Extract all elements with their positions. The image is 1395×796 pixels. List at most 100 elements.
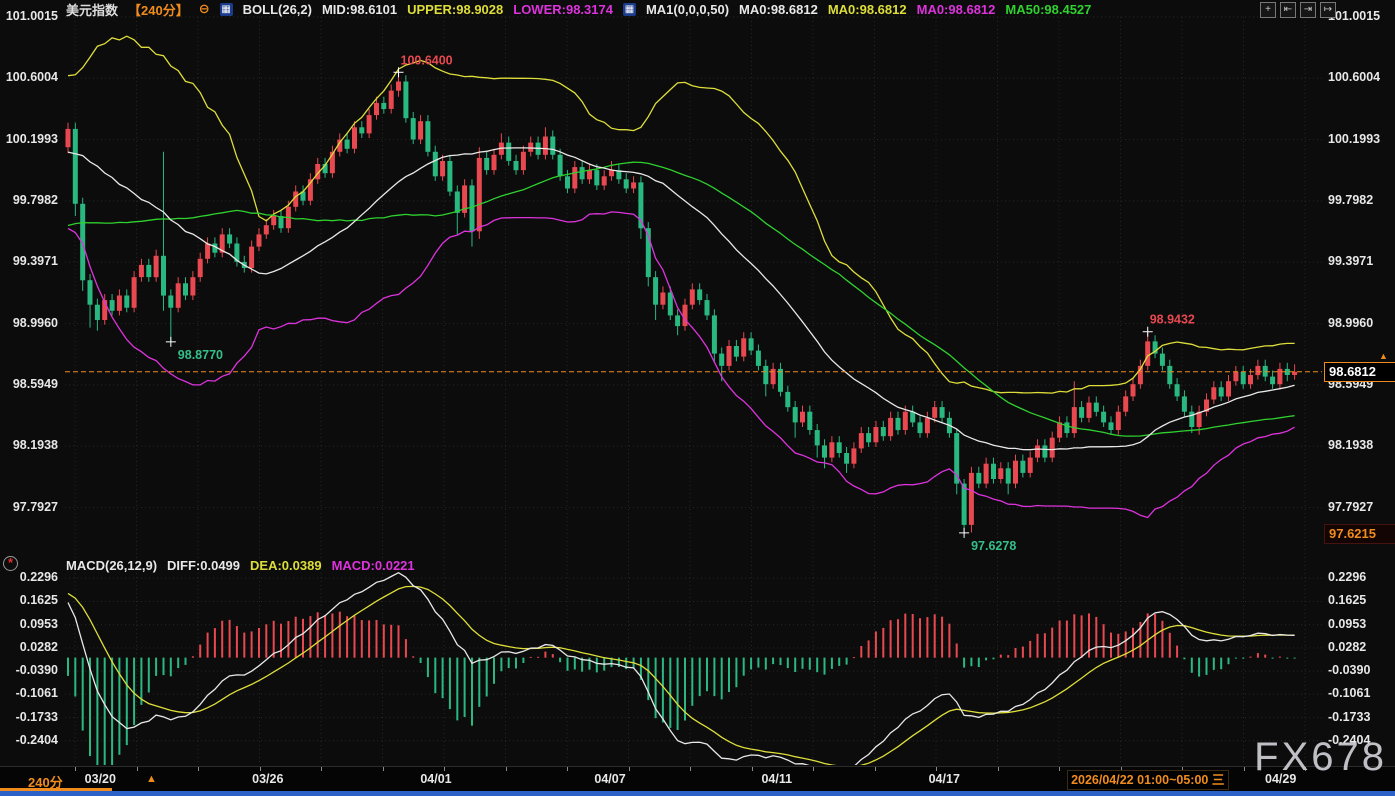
price-axis-label: 99.3971 [1328, 254, 1374, 269]
date-label: 03/20 [84, 772, 116, 786]
selected-candle-date-box: 2026/04/22 01:00~05:00 三 [1066, 770, 1229, 790]
macd-diff-value: DIFF:0.0499 [167, 557, 241, 573]
price-axis-label: 99.3971 [12, 254, 58, 269]
boll-label: BOLL(26,2) [242, 1, 312, 17]
ma-indicator-icon[interactable]: ▦ [622, 2, 636, 16]
date-label: 04/29 [1265, 772, 1297, 786]
price-axis-label: 99.7982 [1328, 192, 1374, 207]
pan-right-icon[interactable]: ↦ [1320, 2, 1336, 18]
macd-axis-label: 0.1625 [1328, 593, 1367, 608]
price-axis-label: 100.6004 [5, 70, 58, 85]
macd-pane [67, 571, 1296, 765]
macd-axis-label: -0.2404 [15, 732, 58, 747]
move-tool-icon[interactable]: + [1260, 2, 1276, 18]
date-axis-tick [813, 767, 814, 771]
macd-axis-label: -0.1061 [15, 686, 58, 701]
date-axis-tick [628, 767, 630, 771]
date-label: 04/07 [594, 772, 626, 786]
price-axis-label: 100.6004 [1328, 70, 1381, 85]
date-axis-tick [75, 767, 76, 771]
diff-line [67, 571, 1295, 765]
date-label: 04/11 [761, 772, 793, 786]
horizontal-scrollbar[interactable] [0, 791, 1395, 796]
macd-axis-label: 0.2296 [1328, 570, 1367, 585]
date-axis-tick [1243, 767, 1245, 771]
price-axis-label: 97.7927 [12, 499, 58, 514]
macd-pane-icon[interactable]: * [3, 556, 18, 571]
ma0-value-magenta: MA0:98.6812 [916, 1, 996, 17]
collapse-icon[interactable]: ⊖ [198, 1, 210, 16]
date-axis-tick [751, 767, 753, 771]
interval-tab[interactable]: 240分 [28, 775, 63, 790]
current-price-box: 98.6812 [1324, 361, 1395, 382]
interval-dropdown-icon[interactable]: ▲ [146, 773, 157, 785]
price-axis-label: 98.9960 [1328, 315, 1374, 330]
watermark: FX678 [1254, 735, 1387, 779]
price-annotation: 97.6278 [971, 539, 1016, 553]
macd-axis-label: -0.2404 [1328, 732, 1371, 747]
date-axis-tick [874, 767, 876, 771]
macd-axis-label: 0.0953 [1328, 616, 1367, 631]
price-annotations: 100.6400 98.8770 98.9432 97.6278 [165, 53, 1195, 553]
date-axis-tick [690, 767, 691, 771]
price-axis-label: 101.0015 [1328, 9, 1381, 23]
compress-right-icon[interactable]: ⇥ [1300, 2, 1316, 18]
boll-lower-line [67, 211, 1295, 519]
price-axis-label: 97.7927 [1328, 499, 1374, 514]
date-axis-tick [997, 767, 999, 771]
price-annotation: 100.6400 [401, 53, 453, 67]
date-label: 04/17 [928, 772, 960, 786]
date-axis-tick [505, 767, 507, 771]
macd-dea-value: DEA:0.0389 [250, 557, 322, 573]
grid [65, 16, 1322, 764]
macd-label: MACD(26,12,9) [66, 557, 158, 573]
macd-axis-label: 0.1625 [19, 593, 58, 608]
boll-lower-value: LOWER:98.3174 [513, 1, 613, 17]
boll-upper-line [67, 35, 1295, 394]
ma50-value: MA50:98.4527 [1005, 1, 1092, 17]
macd-axis-label: -0.1061 [1328, 686, 1371, 701]
macd-axis-label: -0.1733 [15, 709, 58, 724]
symbol-title: 美元指数 [66, 2, 119, 18]
date-axis-tick [1182, 767, 1183, 771]
date-axis[interactable]: 240分 ▲ 2026/04/22 01:00~05:00 三 03/20 03/… [0, 766, 1395, 792]
ma0-value-white: MA0:98.6812 [739, 1, 818, 17]
date-axis-tick [444, 767, 445, 771]
price-axis-label: 98.9960 [12, 315, 58, 330]
macd-axis-label: 0.2296 [19, 570, 58, 585]
date-axis-tick [1305, 767, 1306, 771]
price-axis-label: 101.0015 [5, 9, 58, 23]
macd-header: MACD(26,12,9) DIFF:0.0499 DEA:0.0389 MAC… [66, 557, 415, 573]
date-axis-tick [382, 767, 384, 771]
price-axis-label: 98.5949 [12, 376, 58, 391]
boll-upper-value: UPPER:98.9028 [407, 1, 504, 17]
main-pane [65, 35, 1298, 533]
macd-axis-label: -0.0390 [1328, 663, 1371, 678]
date-label: 03/26 [252, 772, 284, 786]
price-up-arrow-icon: ▲ [1379, 350, 1388, 361]
date-axis-tick [936, 767, 937, 771]
macd-axis-label: 0.0953 [19, 616, 58, 631]
price-axis-label: 100.1993 [5, 131, 58, 146]
indicator-header: 美元指数 【240分】 ⊖ ▦ BOLL(26,2) MID:98.6101 U… [66, 1, 1092, 18]
date-axis-tick [1120, 767, 1122, 771]
boll-mid-value: MID:98.6101 [321, 1, 398, 17]
price-axis-label: 100.1993 [1328, 131, 1381, 146]
chart-toolbar: + ⇤ ⇥ ↦ [1260, 2, 1336, 18]
date-axis-tick [321, 767, 322, 771]
macd-axis-label: -0.0390 [15, 663, 58, 678]
ma50-line [67, 161, 1295, 437]
macd-axis-label: -0.1733 [1328, 709, 1371, 724]
macd-axis-label: 0.0282 [1328, 639, 1367, 654]
timeframe-label: 【240分】 [128, 2, 189, 18]
compress-left-icon[interactable]: ⇤ [1280, 2, 1296, 18]
price-annotation: 98.9432 [1150, 313, 1195, 327]
ma-settings-label: MA1(0,0,0,50) [645, 1, 730, 17]
macd-axis-label: 0.0282 [19, 639, 58, 654]
boll-indicator-icon[interactable]: ▦ [219, 2, 233, 16]
date-axis-tick [1059, 767, 1060, 771]
candles-layer [65, 72, 1298, 533]
date-axis-tick [567, 767, 568, 771]
